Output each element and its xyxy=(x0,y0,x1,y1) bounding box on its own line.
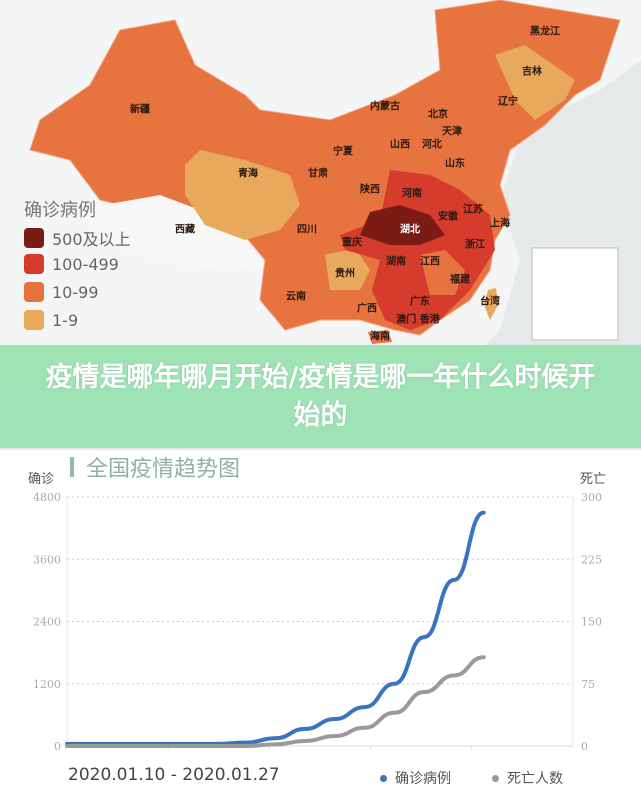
legend-label: 500及以上 xyxy=(52,230,131,249)
jilin xyxy=(495,45,575,120)
legend-dot-blue xyxy=(380,774,387,782)
legend-confirmed[interactable]: 确诊病例 xyxy=(380,768,451,788)
y-tick-left: 1200 xyxy=(33,678,61,691)
legend-dot-gray xyxy=(492,774,499,782)
province-label: 江西 xyxy=(420,256,440,268)
y-tick-left: 4800 xyxy=(33,491,61,504)
legend-swatch xyxy=(24,228,44,248)
legend-label: 100-499 xyxy=(52,254,119,274)
province-label: 新疆 xyxy=(130,104,150,116)
province-label: 山西 xyxy=(390,139,410,151)
trend-chart: 0 0 1200 75 2400 150 3600 225 4800 300 xyxy=(33,491,602,753)
qinghai xyxy=(185,150,300,240)
china-case-map: 新疆西藏 青海 甘肃 宁夏 内蒙古 黑龙江吉林辽宁北京天津 河北 山西山东陕西 河南江苏 安徽上海… xyxy=(0,0,641,450)
province-label: 湖北 xyxy=(400,224,420,236)
legend-item: 1-9 xyxy=(24,310,78,330)
province-label: 浙江 xyxy=(465,239,485,251)
province-label: 安徽 xyxy=(438,211,458,223)
legend-deaths[interactable]: 死亡人数 xyxy=(492,768,563,788)
series-line-0 xyxy=(65,510,486,746)
y-tick-right: 0 xyxy=(581,740,588,753)
province-label: 云南 xyxy=(286,291,306,303)
hubei xyxy=(360,205,445,245)
province-label: 吉林 xyxy=(522,66,542,78)
province-label: 澳门 香港 xyxy=(396,314,440,326)
legend-label: 确诊病例 xyxy=(395,771,451,787)
y-tick-left: 2400 xyxy=(33,616,61,629)
province-label: 广西 xyxy=(357,303,377,315)
province-label: 陕西 xyxy=(360,184,380,196)
province-label: 上海 xyxy=(490,218,510,230)
legend-label: 10-99 xyxy=(52,282,99,302)
province-label: 青海 xyxy=(238,168,258,180)
province-label: 北京 xyxy=(428,109,448,121)
y-tick-right: 150 xyxy=(581,616,602,629)
province-label: 台湾 xyxy=(480,296,500,308)
province-label: 黑龙江 xyxy=(530,26,560,38)
legend-swatch xyxy=(24,254,44,274)
province-label: 福建 xyxy=(450,274,470,286)
province-label: 江苏 xyxy=(463,204,483,216)
map-shapes xyxy=(0,0,641,380)
province-label: 山东 xyxy=(445,158,465,170)
headline: 疫情是哪年哪月开始/疫情是哪一年什么时候开始的 xyxy=(45,361,596,431)
province-label: 贵州 xyxy=(335,268,355,280)
jiangxi-fujian xyxy=(420,250,465,295)
right-axis-title: 死亡 xyxy=(580,472,607,487)
province-label: 西藏 xyxy=(175,224,195,236)
legend-label: 死亡人数 xyxy=(507,771,563,787)
province-label: 辽宁 xyxy=(498,96,518,108)
province-label: 天津 xyxy=(442,126,462,138)
province-label: 重庆 xyxy=(342,237,362,249)
province-label: 海南 xyxy=(370,331,390,343)
hainan xyxy=(368,330,392,344)
date-range: 2020.01.10 - 2020.01.27 xyxy=(68,765,280,785)
legend-swatch xyxy=(24,282,44,302)
left-axis-title: 确诊 xyxy=(28,472,55,487)
y-tick-left: 3600 xyxy=(33,553,61,566)
section-title: 全国疫情趋势图 xyxy=(70,451,240,483)
section-title-text: 全国疫情趋势图 xyxy=(86,457,241,482)
province-label: 湖南 xyxy=(386,256,406,268)
south-china-sea-inset xyxy=(531,247,619,341)
legend-item: 500及以上 xyxy=(24,226,131,250)
province-label: 河北 xyxy=(422,139,442,151)
province-label: 河南 xyxy=(402,188,422,200)
guizhou xyxy=(325,248,370,290)
y-tick-left: 0 xyxy=(54,740,61,753)
section-marker xyxy=(70,457,74,477)
xizang-white xyxy=(75,195,262,270)
y-tick-right: 300 xyxy=(581,491,602,504)
taiwan xyxy=(484,288,498,320)
legend-item: 100-499 xyxy=(24,254,119,274)
province-label: 甘肃 xyxy=(308,168,328,180)
legend-swatch xyxy=(24,310,44,330)
y-tick-right: 75 xyxy=(581,678,595,691)
province-label: 宁夏 xyxy=(333,146,353,158)
legend-item: 10-99 xyxy=(24,282,99,302)
legend-title: 确诊病例 xyxy=(24,200,96,221)
province-label: 广东 xyxy=(410,296,430,308)
headline-banner: 疫情是哪年哪月开始/疫情是哪一年什么时候开始的 xyxy=(0,345,641,448)
province-label: 四川 xyxy=(297,224,317,236)
legend-label: 1-9 xyxy=(52,310,79,330)
series-line-1 xyxy=(65,655,486,748)
y-tick-right: 225 xyxy=(581,553,602,566)
province-label: 内蒙古 xyxy=(370,101,400,113)
